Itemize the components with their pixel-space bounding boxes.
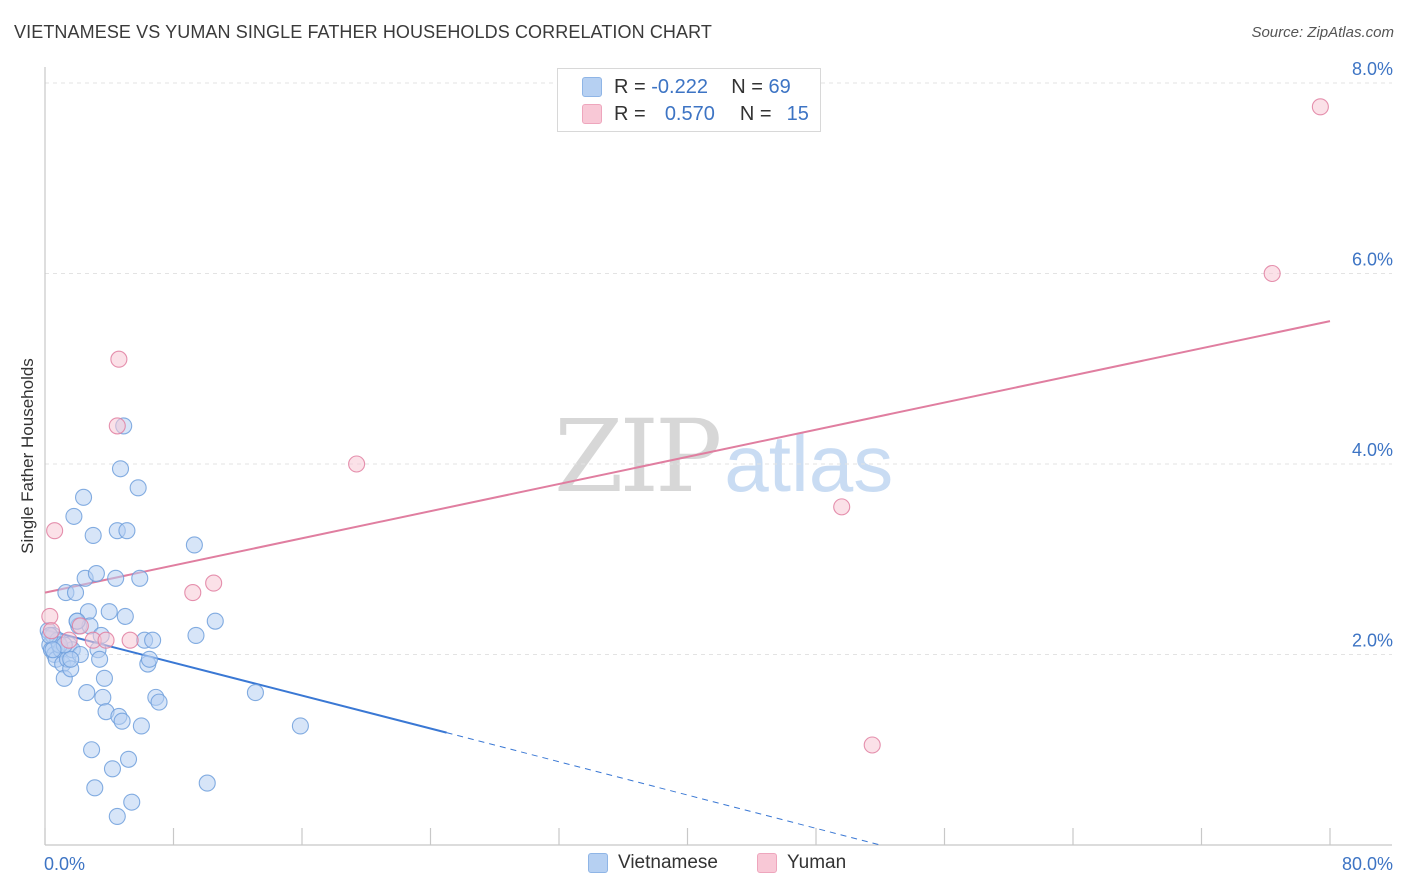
n-value: 69: [768, 75, 791, 98]
point-vietnamese: [185, 536, 203, 554]
chart-title: VIETNAMESE VS YUMAN SINGLE FATHER HOUSEH…: [14, 22, 712, 42]
point-vietnamese: [103, 760, 122, 778]
point-yuman: [863, 736, 881, 754]
point-vietnamese: [144, 631, 162, 649]
point-vietnamese: [246, 684, 264, 702]
point-yuman: [108, 417, 126, 435]
axes: [44, 67, 1392, 846]
stats-row-yuman: R = 0.570 N = 15: [582, 102, 809, 126]
y-tick-label: 6.0%: [1352, 250, 1393, 270]
point-yuman: [184, 584, 202, 602]
point-vietnamese: [187, 626, 205, 645]
n-label: N =: [731, 75, 763, 98]
point-yuman: [42, 622, 60, 640]
point-yuman: [833, 498, 851, 516]
point-vietnamese: [132, 717, 150, 735]
stats-swatch-vietnamese: [582, 77, 602, 97]
x-tick-label-min: 0.0%: [44, 854, 85, 874]
point-yuman: [348, 455, 366, 473]
legend-label-vietnamese: Vietnamese: [618, 852, 718, 873]
stats-swatch-yuman: [582, 104, 602, 124]
point-vietnamese: [113, 712, 131, 730]
point-yuman: [46, 522, 64, 540]
x-tick-label-max: 80.0%: [1342, 854, 1393, 874]
point-vietnamese: [95, 669, 113, 687]
point-vietnamese: [75, 488, 93, 506]
point-vietnamese: [140, 650, 158, 668]
n-label: N =: [739, 102, 772, 125]
point-vietnamese: [87, 564, 105, 583]
legend-item-vietnamese: Vietnamese: [588, 852, 718, 874]
stats-legend: R = -0.222 N = 69 R = 0.570 N = 15: [557, 68, 821, 132]
point-vietnamese: [206, 612, 224, 630]
trend-line-vietnamese: [44, 628, 447, 734]
point-yuman: [60, 631, 78, 649]
point-vietnamese: [119, 750, 138, 768]
point-yuman: [205, 574, 223, 592]
point-vietnamese: [129, 479, 147, 497]
trend-line-vietnamese-extension: [446, 732, 881, 846]
r-label: R =: [614, 102, 646, 125]
point-yuman: [1263, 264, 1281, 283]
point-vietnamese: [65, 507, 83, 525]
point-vietnamese: [108, 807, 126, 825]
point-vietnamese: [118, 522, 136, 540]
r-value: 0.570: [664, 102, 715, 125]
point-vietnamese: [107, 569, 125, 587]
trend-lines: [44, 320, 1331, 846]
point-vietnamese: [86, 779, 104, 797]
r-value: -0.222: [651, 75, 708, 98]
legend-swatch-yuman: [757, 853, 777, 873]
point-vietnamese: [66, 584, 85, 602]
point-vietnamese: [62, 650, 80, 668]
source-label: Source: ZipAtlas.com: [1251, 24, 1394, 41]
y-tick-label: 2.0%: [1352, 631, 1393, 651]
point-vietnamese: [94, 688, 112, 706]
point-vietnamese: [83, 741, 101, 759]
grid-lines: [45, 82, 1392, 655]
point-vietnamese: [131, 569, 149, 587]
point-vietnamese: [123, 793, 141, 811]
data-points: [39, 98, 1329, 825]
point-vietnamese: [198, 774, 216, 792]
point-vietnamese: [44, 641, 62, 659]
trend-line-yuman: [44, 320, 1331, 594]
point-vietnamese: [78, 684, 96, 702]
legend-swatch-vietnamese: [588, 853, 608, 873]
point-yuman: [1311, 98, 1329, 116]
legend-item-yuman: Yuman: [757, 852, 846, 874]
point-vietnamese: [91, 650, 109, 668]
stats-row-vietnamese: R = -0.222 N = 69: [582, 75, 791, 99]
point-vietnamese: [84, 526, 102, 544]
point-yuman: [97, 631, 115, 649]
n-value: 15: [786, 102, 809, 125]
point-vietnamese: [111, 460, 130, 478]
point-yuman: [41, 607, 59, 625]
point-vietnamese: [150, 693, 168, 711]
point-yuman: [71, 617, 89, 635]
tick-labels: 2.0% 4.0% 6.0% 8.0% 0.0% 80.0%: [44, 59, 1393, 874]
point-vietnamese: [100, 603, 118, 621]
point-vietnamese: [116, 607, 134, 625]
y-tick-label: 4.0%: [1352, 440, 1393, 460]
point-vietnamese: [291, 717, 309, 735]
legend-label-yuman: Yuman: [787, 852, 847, 873]
point-yuman: [121, 631, 139, 649]
y-tick-label: 8.0%: [1352, 59, 1393, 79]
r-label: R =: [614, 75, 646, 98]
point-yuman: [110, 350, 128, 368]
